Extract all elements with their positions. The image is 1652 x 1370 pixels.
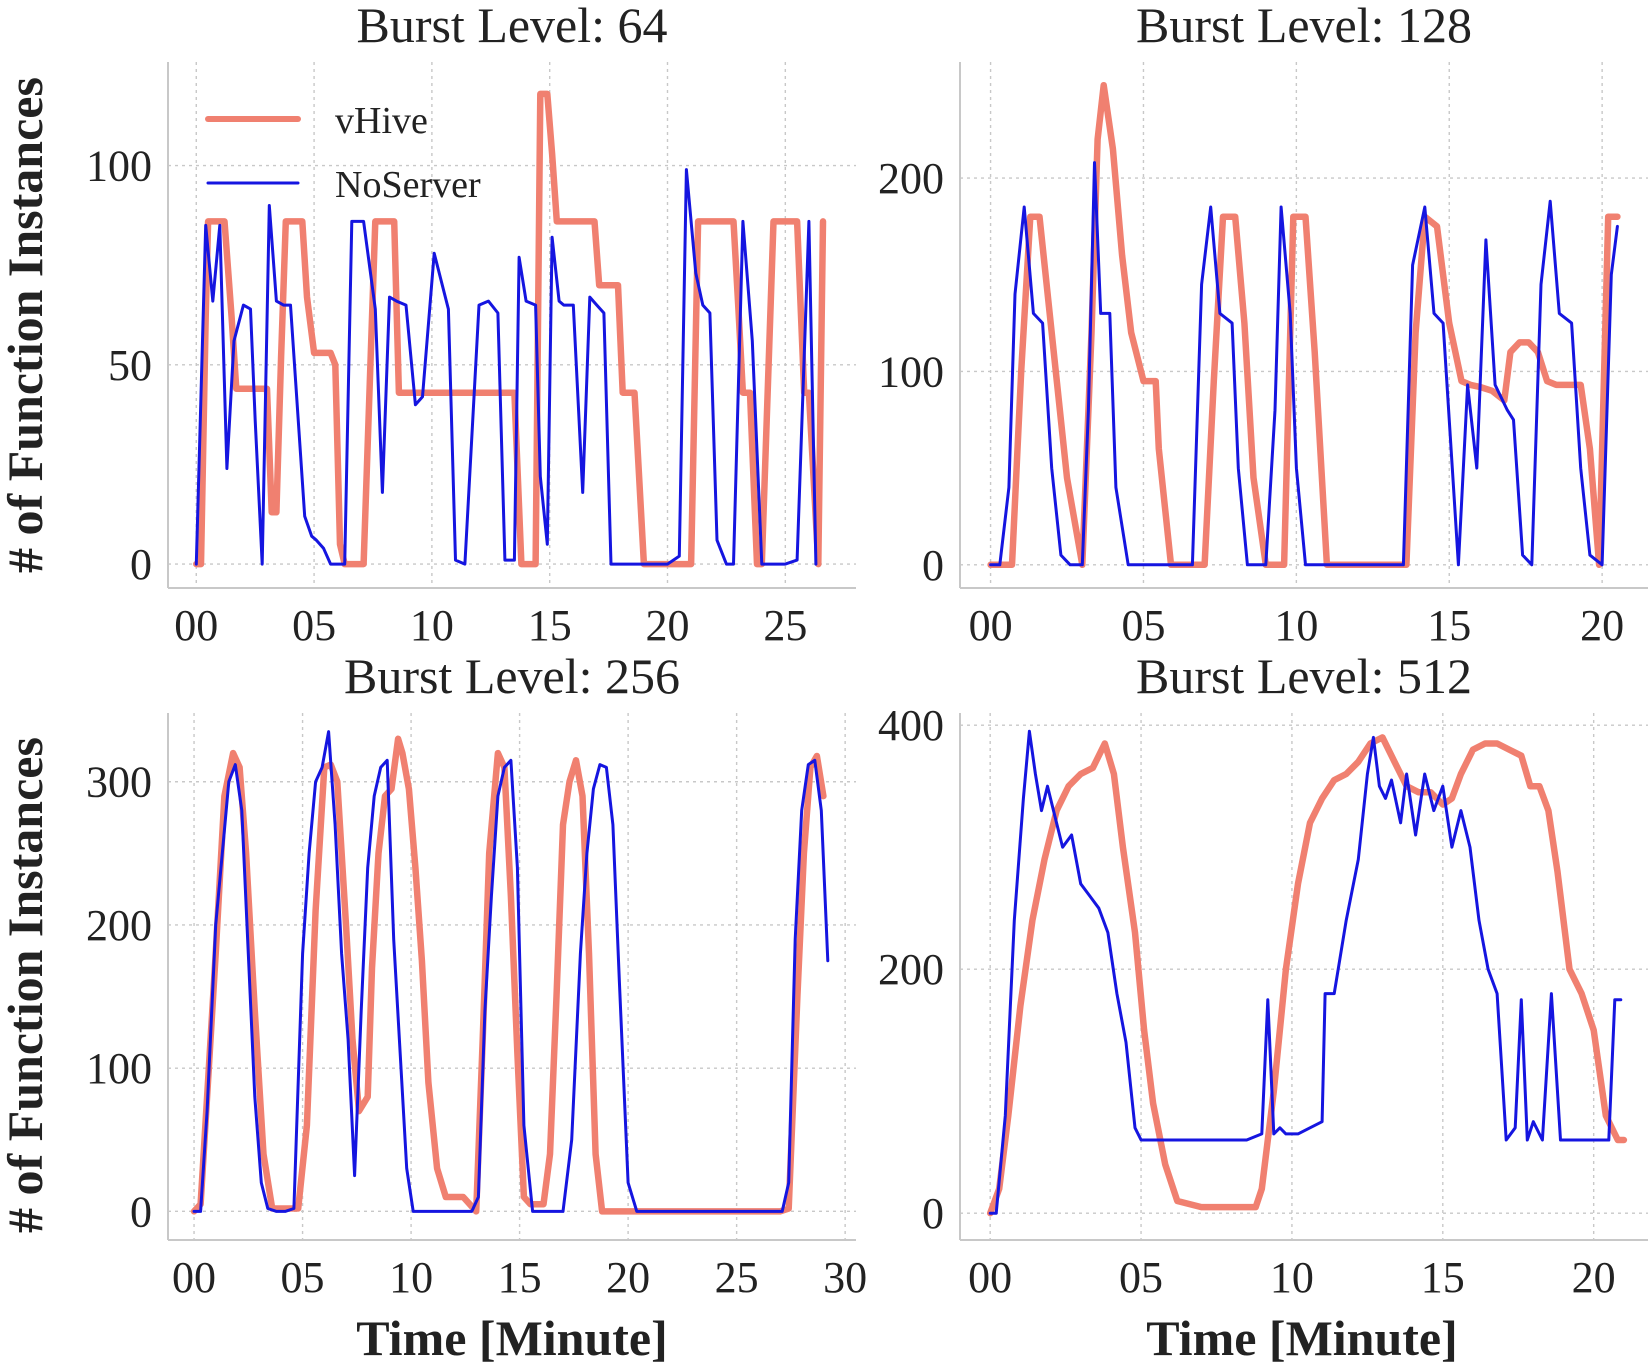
y-tick-label: 100 <box>86 142 152 191</box>
x-tick-label: 00 <box>968 1253 1012 1302</box>
x-tick-label: 20 <box>646 601 690 650</box>
panel-title: Burst Level: 256 <box>344 648 680 704</box>
legend-noserver-label: NoServer <box>335 164 481 206</box>
y-tick-label: 0 <box>922 541 944 590</box>
series-line-vhive <box>986 734 1628 1217</box>
series-line-noserver <box>192 730 830 1213</box>
x-tick-label: 05 <box>1121 601 1165 650</box>
y-tick-label: 0 <box>922 1189 944 1238</box>
y-tick-label: 0 <box>130 1187 152 1236</box>
y-tick-label: 200 <box>86 901 152 950</box>
x-tick-label: 00 <box>969 601 1013 650</box>
y-tick-label: 200 <box>878 945 944 994</box>
series-line-noserver <box>194 168 818 566</box>
x-tick-label: 25 <box>763 601 807 650</box>
x-axis-label-right: Time [Minute] <box>1146 1310 1458 1366</box>
series-line-vhive <box>987 81 1621 569</box>
y-tick-label: 0 <box>130 540 152 589</box>
x-tick-label: 25 <box>715 1253 759 1302</box>
series-line-noserver <box>989 161 1619 567</box>
y-tick-label: 400 <box>878 701 944 750</box>
x-tick-label: 00 <box>174 601 218 650</box>
x-tick-label: 30 <box>823 1253 867 1302</box>
panel-title: Burst Level: 512 <box>1136 648 1472 704</box>
x-tick-label: 05 <box>1119 1253 1163 1302</box>
legend: vHive NoServer <box>205 100 481 206</box>
series-line-noserver <box>988 729 1623 1215</box>
y-tick-label: 200 <box>878 154 944 203</box>
y-tick-label: 50 <box>108 341 152 390</box>
x-tick-label: 15 <box>498 1253 542 1302</box>
y-tick-label: 100 <box>86 1044 152 1093</box>
x-tick-label: 05 <box>281 1253 325 1302</box>
x-tick-label: 20 <box>1572 1253 1616 1302</box>
series-line-vhive <box>190 735 827 1215</box>
x-tick-label: 20 <box>1580 601 1624 650</box>
x-tick-label: 05 <box>292 601 336 650</box>
panel-1: 00 05 10 15 20 25 0 50 100 Burst Level: 64 <box>86 0 856 650</box>
panel-title: Burst Level: 128 <box>1136 0 1472 53</box>
y-tick-label: 100 <box>878 347 944 396</box>
y-axis-label-bottom: # of Function Instances <box>0 737 53 1233</box>
series-line-vhive <box>193 90 827 568</box>
x-tick-label: 10 <box>1274 601 1318 650</box>
x-tick-label: 10 <box>389 1253 433 1302</box>
x-tick-label: 00 <box>172 1253 216 1302</box>
panel-title: Burst Level: 64 <box>356 0 667 53</box>
y-axis-label-top: # of Function Instances <box>0 77 53 573</box>
x-tick-label: 20 <box>606 1253 650 1302</box>
x-tick-label: 15 <box>1421 1253 1465 1302</box>
x-axis-label-left: Time [Minute] <box>356 1310 668 1366</box>
x-tick-label: 15 <box>528 601 572 650</box>
y-tick-label: 300 <box>86 758 152 807</box>
x-tick-label: 15 <box>1427 601 1471 650</box>
legend-vhive-label: vHive <box>335 100 428 142</box>
x-tick-label: 10 <box>410 601 454 650</box>
x-tick-label: 10 <box>1270 1253 1314 1302</box>
